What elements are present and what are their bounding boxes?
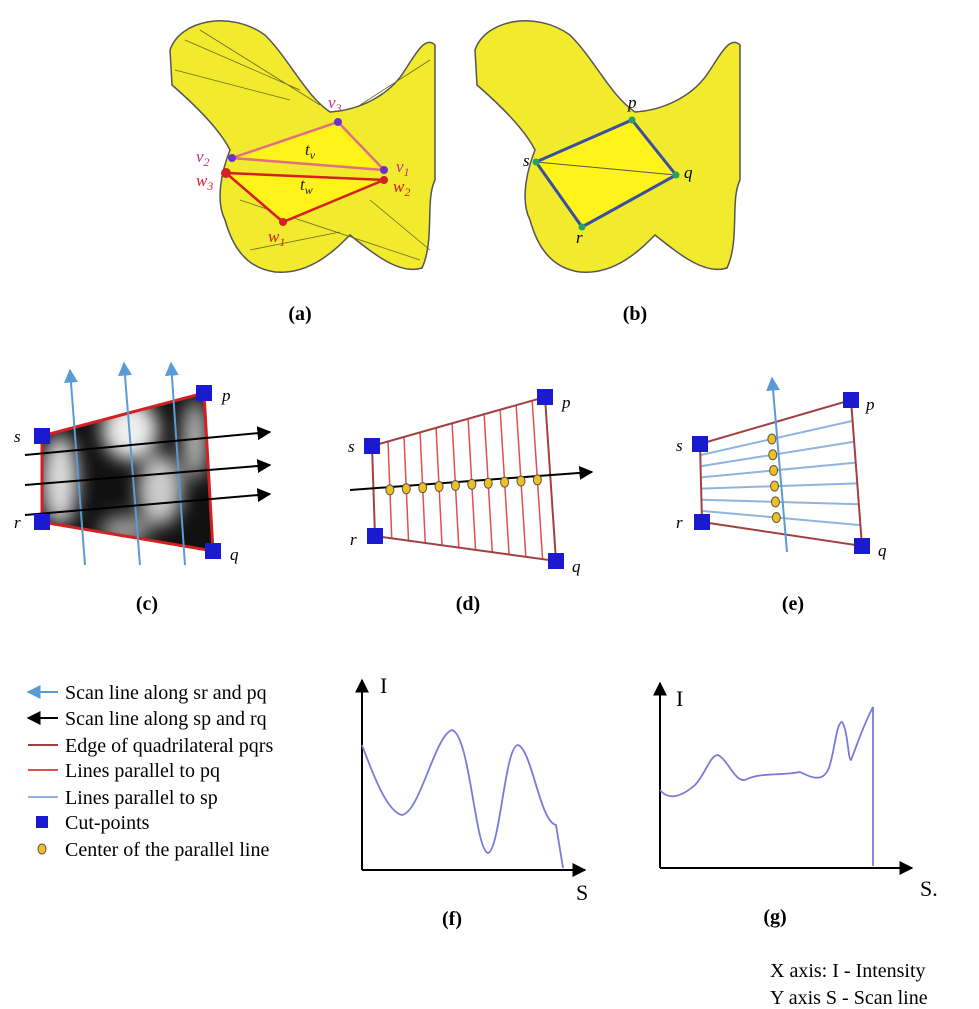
shape xyxy=(533,159,540,166)
label: Lines parallel to sp xyxy=(65,787,218,809)
center-dot xyxy=(501,477,509,487)
shape xyxy=(228,154,236,162)
center-dot xyxy=(533,475,541,485)
center-dot xyxy=(386,485,394,495)
shape xyxy=(196,385,212,401)
panel-b: p s q r (b) xyxy=(475,21,740,325)
label: r xyxy=(14,513,21,532)
shape xyxy=(138,455,182,525)
label: p xyxy=(561,393,571,412)
panel-a: v3 tv v2 v1 w3 tw w2 w1 (a) xyxy=(170,21,435,325)
label: s xyxy=(676,436,683,455)
shape xyxy=(629,117,636,124)
center-dot xyxy=(768,434,776,444)
label: Cut-points xyxy=(65,812,150,834)
shape xyxy=(40,390,220,555)
legend: Scan line along sr and pq Scan line alon… xyxy=(28,682,273,861)
center-dot xyxy=(770,465,778,475)
label: (c) xyxy=(136,593,158,615)
label: w3 xyxy=(196,171,213,193)
shape xyxy=(537,389,553,405)
note: Y axis S - Scan line xyxy=(770,987,928,1009)
center-dot xyxy=(772,513,780,523)
shape xyxy=(334,118,342,126)
shape xyxy=(380,176,388,184)
shape xyxy=(367,528,383,544)
label: p xyxy=(865,395,875,414)
label: I xyxy=(380,673,387,698)
label: S xyxy=(576,880,588,905)
shape xyxy=(694,514,710,530)
label: s xyxy=(348,437,355,456)
label: (g) xyxy=(763,906,786,928)
panel-g: I S. (g) xyxy=(660,683,938,928)
shape xyxy=(854,538,870,554)
label: Scan line along sp and rq xyxy=(65,708,267,730)
panel-e: s p r q (e) xyxy=(676,378,887,615)
label: q xyxy=(572,557,581,576)
center-dot xyxy=(769,450,777,460)
label: Lines parallel to pq xyxy=(65,760,220,782)
label: p xyxy=(221,386,231,405)
label: (d) xyxy=(456,593,480,615)
center-dot xyxy=(451,480,459,490)
center-dot xyxy=(771,481,779,491)
shape xyxy=(380,166,388,174)
label: Scan line along sr and pq xyxy=(65,682,267,704)
parallel-line xyxy=(702,511,861,525)
label: Edge of quadrilateral pqrs xyxy=(65,735,273,757)
shape xyxy=(843,392,859,408)
shape xyxy=(36,816,48,828)
shape xyxy=(548,553,564,569)
label: (b) xyxy=(623,303,647,325)
shape xyxy=(34,428,50,444)
shape xyxy=(660,707,873,866)
label: r xyxy=(676,513,683,532)
shape xyxy=(205,543,221,559)
label: v2 xyxy=(196,147,210,169)
label: r xyxy=(350,530,357,549)
label: (a) xyxy=(288,303,311,325)
center-dot xyxy=(435,482,443,492)
parallel-line xyxy=(701,463,856,478)
label: Center of the parallel line xyxy=(65,839,269,861)
center-dot xyxy=(419,483,427,493)
label: q xyxy=(230,545,239,564)
shape xyxy=(38,844,46,854)
figure: v3 tv v2 v1 w3 tw w2 w1 (a) p s q r (b) … xyxy=(0,0,979,1009)
label: v3 xyxy=(328,93,342,115)
note: X axis: I - Intensity xyxy=(770,960,926,982)
label: s xyxy=(523,151,530,170)
shape xyxy=(221,168,231,178)
center-dot xyxy=(517,476,525,486)
shape xyxy=(34,514,50,530)
parallel-line xyxy=(701,483,857,488)
label: r xyxy=(576,228,583,247)
label: s xyxy=(14,427,21,446)
label: q xyxy=(878,541,887,560)
panel-c: s p r q (c) xyxy=(14,363,270,615)
panel-f: I S (f) xyxy=(362,673,588,930)
center-dot xyxy=(402,484,410,494)
label: (f) xyxy=(442,908,462,930)
shape xyxy=(673,172,680,179)
center-dot xyxy=(484,478,492,488)
center-dot xyxy=(771,497,779,507)
center-dot xyxy=(468,479,476,489)
shape xyxy=(692,436,708,452)
label: I xyxy=(676,686,683,711)
shape xyxy=(362,730,563,868)
shape xyxy=(364,438,380,454)
label: p xyxy=(627,93,637,112)
label: q xyxy=(684,163,693,182)
shape xyxy=(279,218,287,226)
label: S. xyxy=(920,876,938,901)
parallel-line xyxy=(701,500,858,505)
label: (e) xyxy=(782,593,804,615)
shape xyxy=(372,397,556,561)
panel-d: s p r q (d) xyxy=(348,389,592,615)
